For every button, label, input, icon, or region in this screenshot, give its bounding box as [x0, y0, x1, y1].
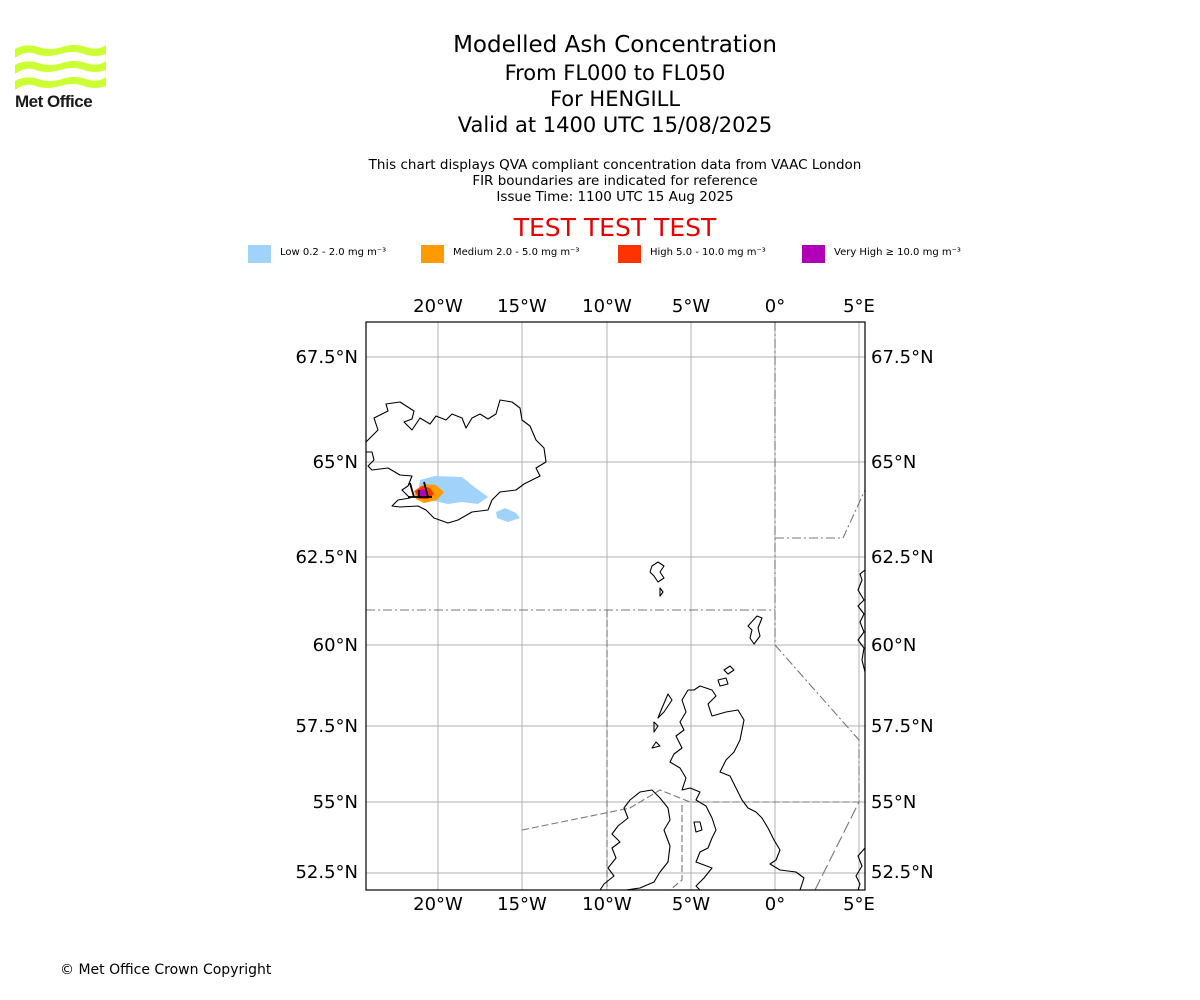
lat-labels-right: 67.5°N 65°N 62.5°N 60°N 57.5°N 55°N 52.5…	[871, 347, 934, 883]
title-line-4: Valid at 1400 UTC 15/08/2025	[457, 113, 773, 137]
legend-label-medium: Medium 2.0 - 5.0 mg m⁻³	[453, 247, 580, 258]
shetland	[747, 615, 763, 645]
lat-tick-label: 60°N	[871, 635, 916, 656]
lon-tick-label: 15°W	[497, 296, 547, 317]
lat-tick-label: 60°N	[313, 635, 358, 656]
lat-tick-label: 57.5°N	[295, 716, 358, 737]
legend-swatch-medium	[421, 245, 444, 263]
lon-tick-label: 5°W	[672, 894, 710, 915]
ash-plume	[408, 476, 520, 522]
lon-tick-label: 20°W	[413, 894, 463, 915]
isle-of-man	[693, 821, 703, 833]
logo-text: Met Office	[15, 92, 93, 111]
copyright-footer: © Met Office Crown Copyright	[60, 962, 272, 978]
subtitle-line-3: Issue Time: 1100 UTC 15 Aug 2025	[496, 189, 734, 205]
lat-tick-label: 55°N	[871, 792, 916, 813]
map-frame	[365, 321, 866, 891]
title-line-1: Modelled Ash Concentration	[453, 32, 777, 58]
graticule	[366, 322, 865, 890]
lat-tick-label: 67.5°N	[295, 347, 358, 368]
denmark-coast	[855, 847, 865, 890]
ash-low-area-2	[496, 508, 520, 522]
legend-swatch-high	[618, 245, 641, 263]
coastlines	[366, 399, 865, 890]
title-line-2: From FL000 to FL050	[504, 61, 726, 85]
iceland-coast	[366, 399, 547, 524]
lat-tick-label: 62.5°N	[871, 547, 934, 568]
lon-tick-label: 15°W	[497, 894, 547, 915]
scotland-coast	[688, 685, 805, 890]
lat-tick-label: 65°N	[313, 452, 358, 473]
lat-tick-label: 55°N	[313, 792, 358, 813]
lon-tick-label: 0°	[765, 894, 785, 915]
lon-tick-label: 0°	[765, 296, 785, 317]
faroe-islands	[649, 561, 665, 597]
ireland-coast	[599, 789, 671, 890]
lat-tick-label: 67.5°N	[871, 347, 934, 368]
legend-swatch-very-high	[802, 245, 825, 263]
orkney	[717, 665, 735, 687]
test-banner: TEST TEST TEST	[513, 213, 717, 242]
lat-tick-label: 62.5°N	[295, 547, 358, 568]
lat-labels-left: 67.5°N 65°N 62.5°N 60°N 57.5°N 55°N 52.5…	[295, 347, 358, 883]
subtitle-line-2: FIR boundaries are indicated for referen…	[472, 173, 758, 189]
legend-swatch-low	[248, 245, 271, 263]
met-office-logo-icon	[15, 45, 106, 90]
lon-labels-top: 20°W 15°W 10°W 5°W 0° 5°E	[413, 296, 875, 317]
lon-tick-label: 10°W	[582, 894, 632, 915]
legend-label-very-high: Very High ≥ 10.0 mg m⁻³	[834, 247, 961, 258]
lat-tick-label: 57.5°N	[871, 716, 934, 737]
lon-tick-label: 10°W	[582, 296, 632, 317]
lon-tick-label: 5°W	[672, 296, 710, 317]
norway-coast	[857, 569, 865, 673]
subtitle-block: This chart displays QVA compliant concen…	[0, 157, 1200, 205]
subtitle-line-1: This chart displays QVA compliant concen…	[368, 157, 862, 173]
volcano-marker-icon	[408, 481, 432, 498]
lat-tick-label: 65°N	[871, 452, 916, 473]
chart-title-block: Modelled Ash Concentration From FL000 to…	[0, 30, 1200, 138]
hebrides	[651, 693, 673, 749]
scotland-west-coast	[669, 689, 717, 890]
legend-label-low: Low 0.2 - 2.0 mg m⁻³	[280, 247, 387, 258]
lon-tick-label: 20°W	[413, 296, 463, 317]
lon-labels-bottom: 20°W 15°W 10°W 5°W 0° 5°E	[413, 894, 875, 915]
lat-tick-label: 52.5°N	[295, 862, 358, 883]
lat-tick-label: 52.5°N	[871, 862, 934, 883]
title-line-3: For HENGILL	[549, 87, 681, 111]
lon-tick-label: 5°E	[843, 894, 875, 915]
fir-boundaries	[366, 322, 865, 890]
legend-label-high: High 5.0 - 10.0 mg m⁻³	[650, 247, 766, 258]
lon-tick-label: 5°E	[843, 296, 875, 317]
